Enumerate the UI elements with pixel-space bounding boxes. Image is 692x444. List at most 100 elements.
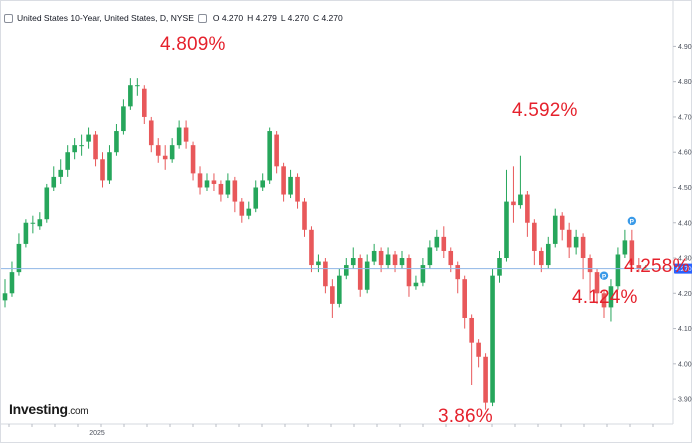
- candle-body[interactable]: [622, 240, 628, 255]
- candle-body[interactable]: [58, 169, 64, 177]
- candle-body[interactable]: [9, 272, 15, 294]
- candle-body[interactable]: [197, 173, 203, 188]
- candle-body[interactable]: [51, 176, 57, 188]
- candle-body[interactable]: [601, 293, 607, 308]
- candle-body[interactable]: [371, 250, 377, 262]
- candle-body[interactable]: [86, 134, 91, 142]
- candle-body[interactable]: [441, 236, 447, 251]
- candle-body[interactable]: [274, 134, 279, 167]
- candle-body[interactable]: [148, 120, 154, 146]
- candle-body[interactable]: [239, 201, 245, 216]
- candle-body[interactable]: [337, 275, 342, 304]
- candle-body[interactable]: [246, 208, 252, 216]
- candle-body[interactable]: [580, 236, 586, 259]
- candle-body[interactable]: [330, 286, 335, 304]
- candle-body[interactable]: [434, 236, 440, 248]
- candle-body[interactable]: [427, 247, 433, 266]
- candle-body[interactable]: [211, 180, 217, 184]
- candle-body[interactable]: [260, 180, 266, 188]
- event-marker-icon[interactable]: [599, 271, 609, 280]
- candle-body[interactable]: [594, 272, 600, 294]
- candle-body[interactable]: [629, 240, 635, 266]
- candle-body[interactable]: [399, 258, 405, 266]
- candle-body[interactable]: [121, 106, 126, 132]
- candle-body[interactable]: [114, 131, 119, 153]
- candle-body[interactable]: [573, 236, 579, 248]
- candle-body[interactable]: [504, 201, 509, 259]
- candle-body[interactable]: [267, 131, 272, 181]
- candle-body[interactable]: [552, 215, 558, 244]
- candle-body[interactable]: [406, 258, 412, 287]
- candle-body[interactable]: [532, 222, 537, 251]
- candle-body[interactable]: [511, 201, 516, 206]
- candle-body[interactable]: [469, 317, 474, 343]
- candle-body[interactable]: [490, 275, 495, 403]
- y-tick-label: 4.200: [678, 291, 692, 298]
- candle-body[interactable]: [281, 166, 286, 195]
- candle-body[interactable]: [525, 194, 530, 223]
- candle-body[interactable]: [518, 194, 523, 206]
- candle-body[interactable]: [30, 222, 36, 224]
- candle-body[interactable]: [225, 180, 231, 195]
- candle-body[interactable]: [385, 254, 391, 266]
- candle-body[interactable]: [539, 250, 544, 266]
- candle-body[interactable]: [392, 254, 398, 266]
- candle-body[interactable]: [142, 88, 147, 117]
- candle-body[interactable]: [608, 286, 614, 308]
- candle-body[interactable]: [413, 282, 419, 287]
- candle-body[interactable]: [615, 254, 621, 287]
- candle-body[interactable]: [183, 127, 189, 142]
- collapse-icon[interactable]: [4, 13, 13, 23]
- event-marker-icon[interactable]: [627, 216, 637, 226]
- candle-body[interactable]: [2, 293, 8, 301]
- candle-body[interactable]: [23, 222, 29, 244]
- candle-body[interactable]: [72, 145, 77, 153]
- candle-body[interactable]: [204, 180, 210, 188]
- candle-body[interactable]: [162, 155, 168, 160]
- y-tick-label: 4.100: [678, 326, 692, 333]
- candle-body[interactable]: [462, 279, 467, 318]
- candle-body[interactable]: [364, 261, 370, 290]
- candle-body[interactable]: [169, 145, 175, 160]
- candle-body[interactable]: [232, 180, 238, 202]
- candle-body[interactable]: [309, 229, 314, 266]
- candle-body[interactable]: [37, 219, 43, 227]
- candle-body[interactable]: [253, 187, 259, 209]
- candle-body[interactable]: [155, 145, 161, 156]
- candle-body[interactable]: [350, 258, 356, 266]
- candle-body[interactable]: [357, 258, 363, 290]
- candle-body[interactable]: [343, 265, 349, 276]
- candle-body[interactable]: [176, 127, 182, 146]
- candle-body[interactable]: [636, 265, 642, 269]
- candle-body[interactable]: [476, 342, 481, 357]
- candle-body[interactable]: [545, 243, 551, 266]
- candle-body[interactable]: [65, 152, 70, 170]
- candle-body[interactable]: [100, 159, 105, 181]
- candle-body[interactable]: [295, 176, 300, 202]
- candle-body[interactable]: [455, 265, 461, 280]
- candle-body[interactable]: [448, 250, 454, 266]
- candle-body[interactable]: [128, 85, 133, 107]
- candle-body[interactable]: [288, 176, 293, 195]
- candle-body[interactable]: [420, 265, 426, 283]
- candle-body[interactable]: [16, 243, 22, 273]
- candle-body[interactable]: [44, 187, 50, 220]
- candle-body[interactable]: [190, 145, 196, 174]
- candle-body[interactable]: [587, 258, 593, 273]
- candle-body[interactable]: [316, 261, 321, 266]
- candle-body[interactable]: [483, 356, 488, 403]
- candle-body[interactable]: [218, 183, 224, 195]
- candle-body[interactable]: [566, 229, 572, 248]
- candle-body[interactable]: [323, 261, 328, 287]
- candle-body[interactable]: [497, 258, 502, 276]
- candle-body[interactable]: [559, 215, 565, 230]
- candle-body[interactable]: [378, 250, 384, 266]
- candle-body[interactable]: [93, 134, 98, 160]
- candle-body[interactable]: [302, 201, 307, 230]
- candle-body[interactable]: [135, 85, 140, 87]
- candle-body[interactable]: [79, 145, 84, 147]
- settings-icon[interactable]: [197, 13, 207, 23]
- candle-body[interactable]: [107, 152, 112, 181]
